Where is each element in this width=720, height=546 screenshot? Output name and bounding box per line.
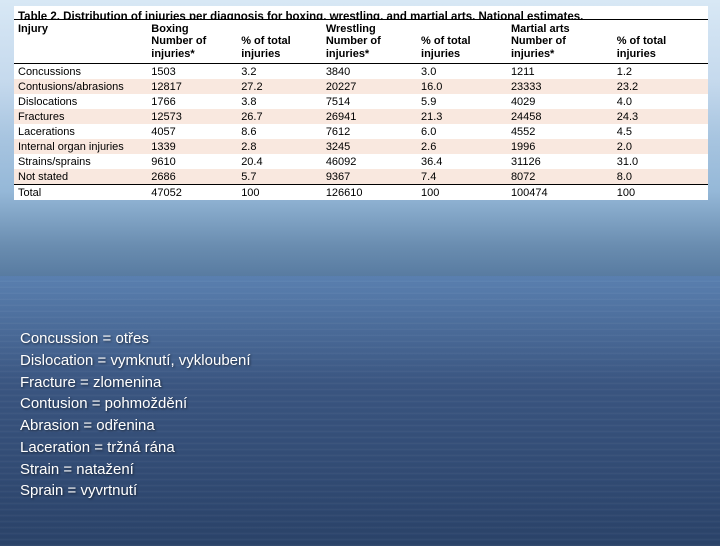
table-title-cut: Table 2. Distribution of injuries per di…	[14, 6, 708, 20]
table-cell: 23.2	[613, 79, 708, 94]
table-row: Strains/sprains961020.44609236.43112631.…	[14, 154, 708, 169]
table-cell: Dislocations	[14, 94, 147, 109]
sub-martial-num: Number ofinjuries*	[507, 35, 613, 64]
table-cell: Concussions	[14, 64, 147, 80]
header-boxing: Boxing	[147, 20, 322, 35]
table-cell: Lacerations	[14, 124, 147, 139]
glossary-item: Laceration = tržná rána	[20, 437, 251, 459]
table-cell: 7.4	[417, 169, 507, 185]
table-cell: 5.9	[417, 94, 507, 109]
glossary-list: Concussion = otřesDislocation = vymknutí…	[20, 328, 251, 502]
table-cell: 100	[613, 185, 708, 201]
table-body: Concussions15033.238403.012111.2Contusio…	[14, 64, 708, 201]
table-cell: 46092	[322, 154, 417, 169]
sub-wrestling-pct: % of totalinjuries	[417, 35, 507, 64]
sub-boxing-pct: % of totalinjuries	[237, 35, 322, 64]
table-cell: Total	[14, 185, 147, 201]
table-row: Internal organ injuries13392.832452.6199…	[14, 139, 708, 154]
table-cell: 36.4	[417, 154, 507, 169]
table-cell: 4029	[507, 94, 613, 109]
table-cell: 16.0	[417, 79, 507, 94]
table-cell: 12817	[147, 79, 237, 94]
sub-martial-pct: % of totalinjuries	[613, 35, 708, 64]
table-cell: 4.5	[613, 124, 708, 139]
glossary-item: Dislocation = vymknutí, vykloubení	[20, 350, 251, 372]
table-cell: 9610	[147, 154, 237, 169]
table-cell: Fractures	[14, 109, 147, 124]
table-cell: 7514	[322, 94, 417, 109]
table-cell: 1503	[147, 64, 237, 80]
table-cell: 24458	[507, 109, 613, 124]
glossary-item: Sprain = vyvrtnutí	[20, 480, 251, 502]
table-cell: Contusions/abrasions	[14, 79, 147, 94]
table-row: Dislocations17663.875145.940294.0	[14, 94, 708, 109]
sub-boxing-num: Number ofinjuries*	[147, 35, 237, 64]
table-cell: 126610	[322, 185, 417, 201]
table-cell: 3.2	[237, 64, 322, 80]
table-row: Lacerations40578.676126.045524.5	[14, 124, 708, 139]
table-cell: Strains/sprains	[14, 154, 147, 169]
table-cell: 26.7	[237, 109, 322, 124]
table-cell: 2.8	[237, 139, 322, 154]
table-cell: 31126	[507, 154, 613, 169]
table-cell: 4552	[507, 124, 613, 139]
table-cell: Not stated	[14, 169, 147, 185]
glossary-item: Strain = natažení	[20, 459, 251, 481]
table-cell: 5.7	[237, 169, 322, 185]
table-row-total: Total47052100126610100100474100	[14, 185, 708, 201]
glossary-item: Concussion = otřes	[20, 328, 251, 350]
table-cell: 3.8	[237, 94, 322, 109]
table-cell: 2.6	[417, 139, 507, 154]
glossary-item: Contusion = pohmoždění	[20, 393, 251, 415]
table-row: Contusions/abrasions1281727.22022716.023…	[14, 79, 708, 94]
table-row: Not stated26865.793677.480728.0	[14, 169, 708, 185]
table-cell: 27.2	[237, 79, 322, 94]
glossary-item: Fracture = zlomenina	[20, 372, 251, 394]
table-cell: 100474	[507, 185, 613, 201]
table-row: Concussions15033.238403.012111.2	[14, 64, 708, 80]
table-cell: 1766	[147, 94, 237, 109]
table-cell: 2686	[147, 169, 237, 185]
table-cell: 20227	[322, 79, 417, 94]
table-cell: 23333	[507, 79, 613, 94]
table-cell: 21.3	[417, 109, 507, 124]
table-cell: 31.0	[613, 154, 708, 169]
injury-table-block: Table 2. Distribution of injuries per di…	[14, 6, 708, 200]
table-cell: 9367	[322, 169, 417, 185]
table-cell: 2.0	[613, 139, 708, 154]
table-cell: 100	[237, 185, 322, 201]
table-cell: 1339	[147, 139, 237, 154]
glossary-item: Abrasion = odřenina	[20, 415, 251, 437]
table-cell: 3840	[322, 64, 417, 80]
table-cell: 4.0	[613, 94, 708, 109]
table-cell: 6.0	[417, 124, 507, 139]
header-injury: Injury	[14, 20, 147, 64]
table-cell: 3.0	[417, 64, 507, 80]
header-martial: Martial arts	[507, 20, 708, 35]
table-cell: 7612	[322, 124, 417, 139]
table-cell: 1.2	[613, 64, 708, 80]
table-cell: 100	[417, 185, 507, 201]
table-cell: 12573	[147, 109, 237, 124]
injury-table: Injury Boxing Wrestling Martial arts Num…	[14, 20, 708, 200]
table-cell: 3245	[322, 139, 417, 154]
header-wrestling: Wrestling	[322, 20, 507, 35]
table-cell: 24.3	[613, 109, 708, 124]
table-cell: 1996	[507, 139, 613, 154]
table-cell: 47052	[147, 185, 237, 201]
table-cell: 8.0	[613, 169, 708, 185]
table-row: Fractures1257326.72694121.32445824.3	[14, 109, 708, 124]
table-cell: 1211	[507, 64, 613, 80]
table-cell: Internal organ injuries	[14, 139, 147, 154]
table-cell: 4057	[147, 124, 237, 139]
table-cell: 8.6	[237, 124, 322, 139]
sub-wrestling-num: Number ofinjuries*	[322, 35, 417, 64]
table-cell: 26941	[322, 109, 417, 124]
table-cell: 8072	[507, 169, 613, 185]
table-cell: 20.4	[237, 154, 322, 169]
